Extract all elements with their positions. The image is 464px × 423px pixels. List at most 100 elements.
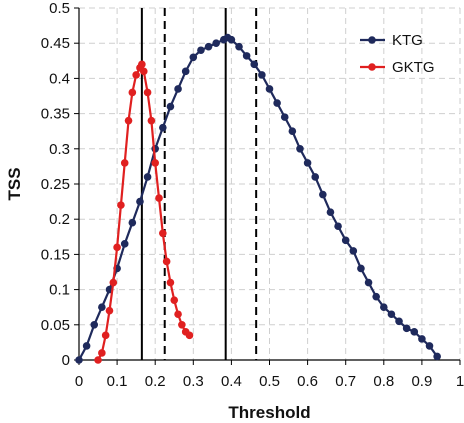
legend: KTG GKTG xyxy=(360,32,435,76)
gktg-data-point xyxy=(94,356,102,364)
x-tick-label: 0.4 xyxy=(221,373,242,390)
x-tick-label: 0.3 xyxy=(183,373,204,390)
gktg-data-point xyxy=(132,71,140,79)
ktg-data-point xyxy=(334,222,342,231)
x-tick-label: 0.6 xyxy=(297,373,318,390)
y-tick-label: 0.25 xyxy=(41,176,70,193)
y-tick-label: 0.35 xyxy=(41,106,70,123)
ktg-data-point xyxy=(98,303,106,312)
gktg-data-point xyxy=(109,278,118,287)
x-tick-label: 0.7 xyxy=(335,373,356,390)
gktg-data-point xyxy=(151,159,159,167)
ktg-data-point xyxy=(319,190,327,199)
ktg-data-point xyxy=(227,35,236,44)
y-tick-label: 0.05 xyxy=(41,317,70,334)
ktg-data-point xyxy=(181,67,190,76)
ktg-data-point xyxy=(364,278,373,287)
ktg-legend-marker xyxy=(368,36,376,44)
gktg-data-point xyxy=(178,321,186,329)
y-tick-label: 0.5 xyxy=(49,0,70,17)
axes xyxy=(74,7,461,365)
ktg-data-point xyxy=(410,328,419,336)
y-tick-label: 0.4 xyxy=(49,70,70,87)
ktg-data-point xyxy=(303,159,312,167)
gktg-data-point xyxy=(138,60,146,69)
ktg-data-point xyxy=(212,39,220,47)
gktg-data-point xyxy=(101,331,110,340)
gktg-data-point xyxy=(147,116,156,125)
tick-labels: 0 0.1 0.2 0.3 0.4 0.5 0.6 0.7 0.8 0.9 1 0 0.05 0.1 0.1… xyxy=(41,0,464,390)
gktg-data-point xyxy=(143,88,152,97)
ktg-data-point xyxy=(197,46,205,55)
ktg-data-point xyxy=(402,324,411,333)
ktg-data-point xyxy=(273,99,281,107)
ktg-data-point xyxy=(265,85,274,93)
gktg-data-point xyxy=(174,310,182,319)
x-tick-label: 0.1 xyxy=(107,373,128,390)
ktg-data-point xyxy=(82,342,91,350)
ktg-data-point xyxy=(235,42,243,51)
ktg-data-point xyxy=(372,292,380,301)
ktg-data-point xyxy=(341,236,350,245)
x-tick-label: 0.8 xyxy=(373,373,394,390)
ktg-data-point xyxy=(288,127,297,135)
x-tick-label: 0 xyxy=(75,373,83,390)
x-tick-label: 0.2 xyxy=(145,373,166,390)
ktg-data-point xyxy=(242,52,251,60)
ktg-data-point xyxy=(143,173,152,181)
gktg-data-point xyxy=(120,159,129,167)
ktg-data-point xyxy=(296,145,304,153)
ktg-data-point xyxy=(166,102,175,111)
ktg-data-point xyxy=(250,60,259,69)
gktg-legend-label: GKTG xyxy=(392,59,435,76)
x-tick-label: 0.9 xyxy=(411,373,432,390)
ktg-data-point xyxy=(128,218,137,227)
ktg-data-point xyxy=(189,53,198,62)
ktg-data-point xyxy=(90,321,99,329)
gktg-legend-marker xyxy=(368,63,376,71)
series xyxy=(75,33,441,364)
x-axis-title: Threshold xyxy=(228,403,310,422)
ktg-data-point xyxy=(174,85,182,93)
ktg-data-point xyxy=(380,303,388,312)
ktg-data-point xyxy=(120,240,129,248)
ktg-data-point xyxy=(136,197,144,206)
ktg-data-point xyxy=(433,352,441,361)
ktg-data-point xyxy=(75,356,83,364)
x-tick-label: 1 xyxy=(456,373,464,390)
y-axis-title: TSS xyxy=(5,167,24,200)
ktg-data-point xyxy=(326,208,335,216)
ktg-data-point xyxy=(418,335,426,343)
gktg-data-point xyxy=(166,278,175,287)
ktg-data-point xyxy=(159,123,167,132)
ktg-data-point xyxy=(357,264,365,273)
y-tick-label: 0.1 xyxy=(49,282,70,299)
gktg-data-point xyxy=(170,296,179,304)
gktg-data-point xyxy=(139,67,148,76)
ktg-data-point xyxy=(395,317,403,326)
ktg-data-point xyxy=(258,71,266,79)
gktg-data-point xyxy=(159,229,167,238)
ktg-data-point xyxy=(204,42,213,51)
gktg-data-point xyxy=(124,116,133,125)
y-tick-label: 0.45 xyxy=(41,35,70,52)
ktg-data-point xyxy=(280,113,289,121)
gktg-data-point xyxy=(128,88,137,97)
y-tick-label: 0 xyxy=(62,352,70,369)
gktg-data-point xyxy=(98,349,106,357)
x-tick-label: 0.5 xyxy=(259,373,280,390)
ktg-data-point xyxy=(425,342,434,350)
y-tick-label: 0.15 xyxy=(41,246,70,263)
y-tick-label: 0.3 xyxy=(49,141,70,158)
ktg-legend-label: KTG xyxy=(392,32,423,49)
y-tick-label: 0.2 xyxy=(49,211,70,228)
ktg-data-point xyxy=(349,247,358,255)
gktg-data-point xyxy=(185,331,194,340)
gktg-data-point xyxy=(117,201,125,209)
ktg-data-point xyxy=(387,310,396,319)
ktg-data-point xyxy=(311,173,320,181)
gktg-data-point xyxy=(113,243,121,252)
gktg-data-point xyxy=(162,257,171,266)
gktg-data-point xyxy=(155,194,163,202)
